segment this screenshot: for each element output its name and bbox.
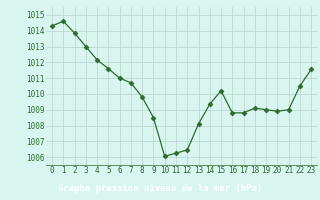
Text: Graphe pression niveau de la mer (hPa): Graphe pression niveau de la mer (hPa) <box>58 184 262 193</box>
